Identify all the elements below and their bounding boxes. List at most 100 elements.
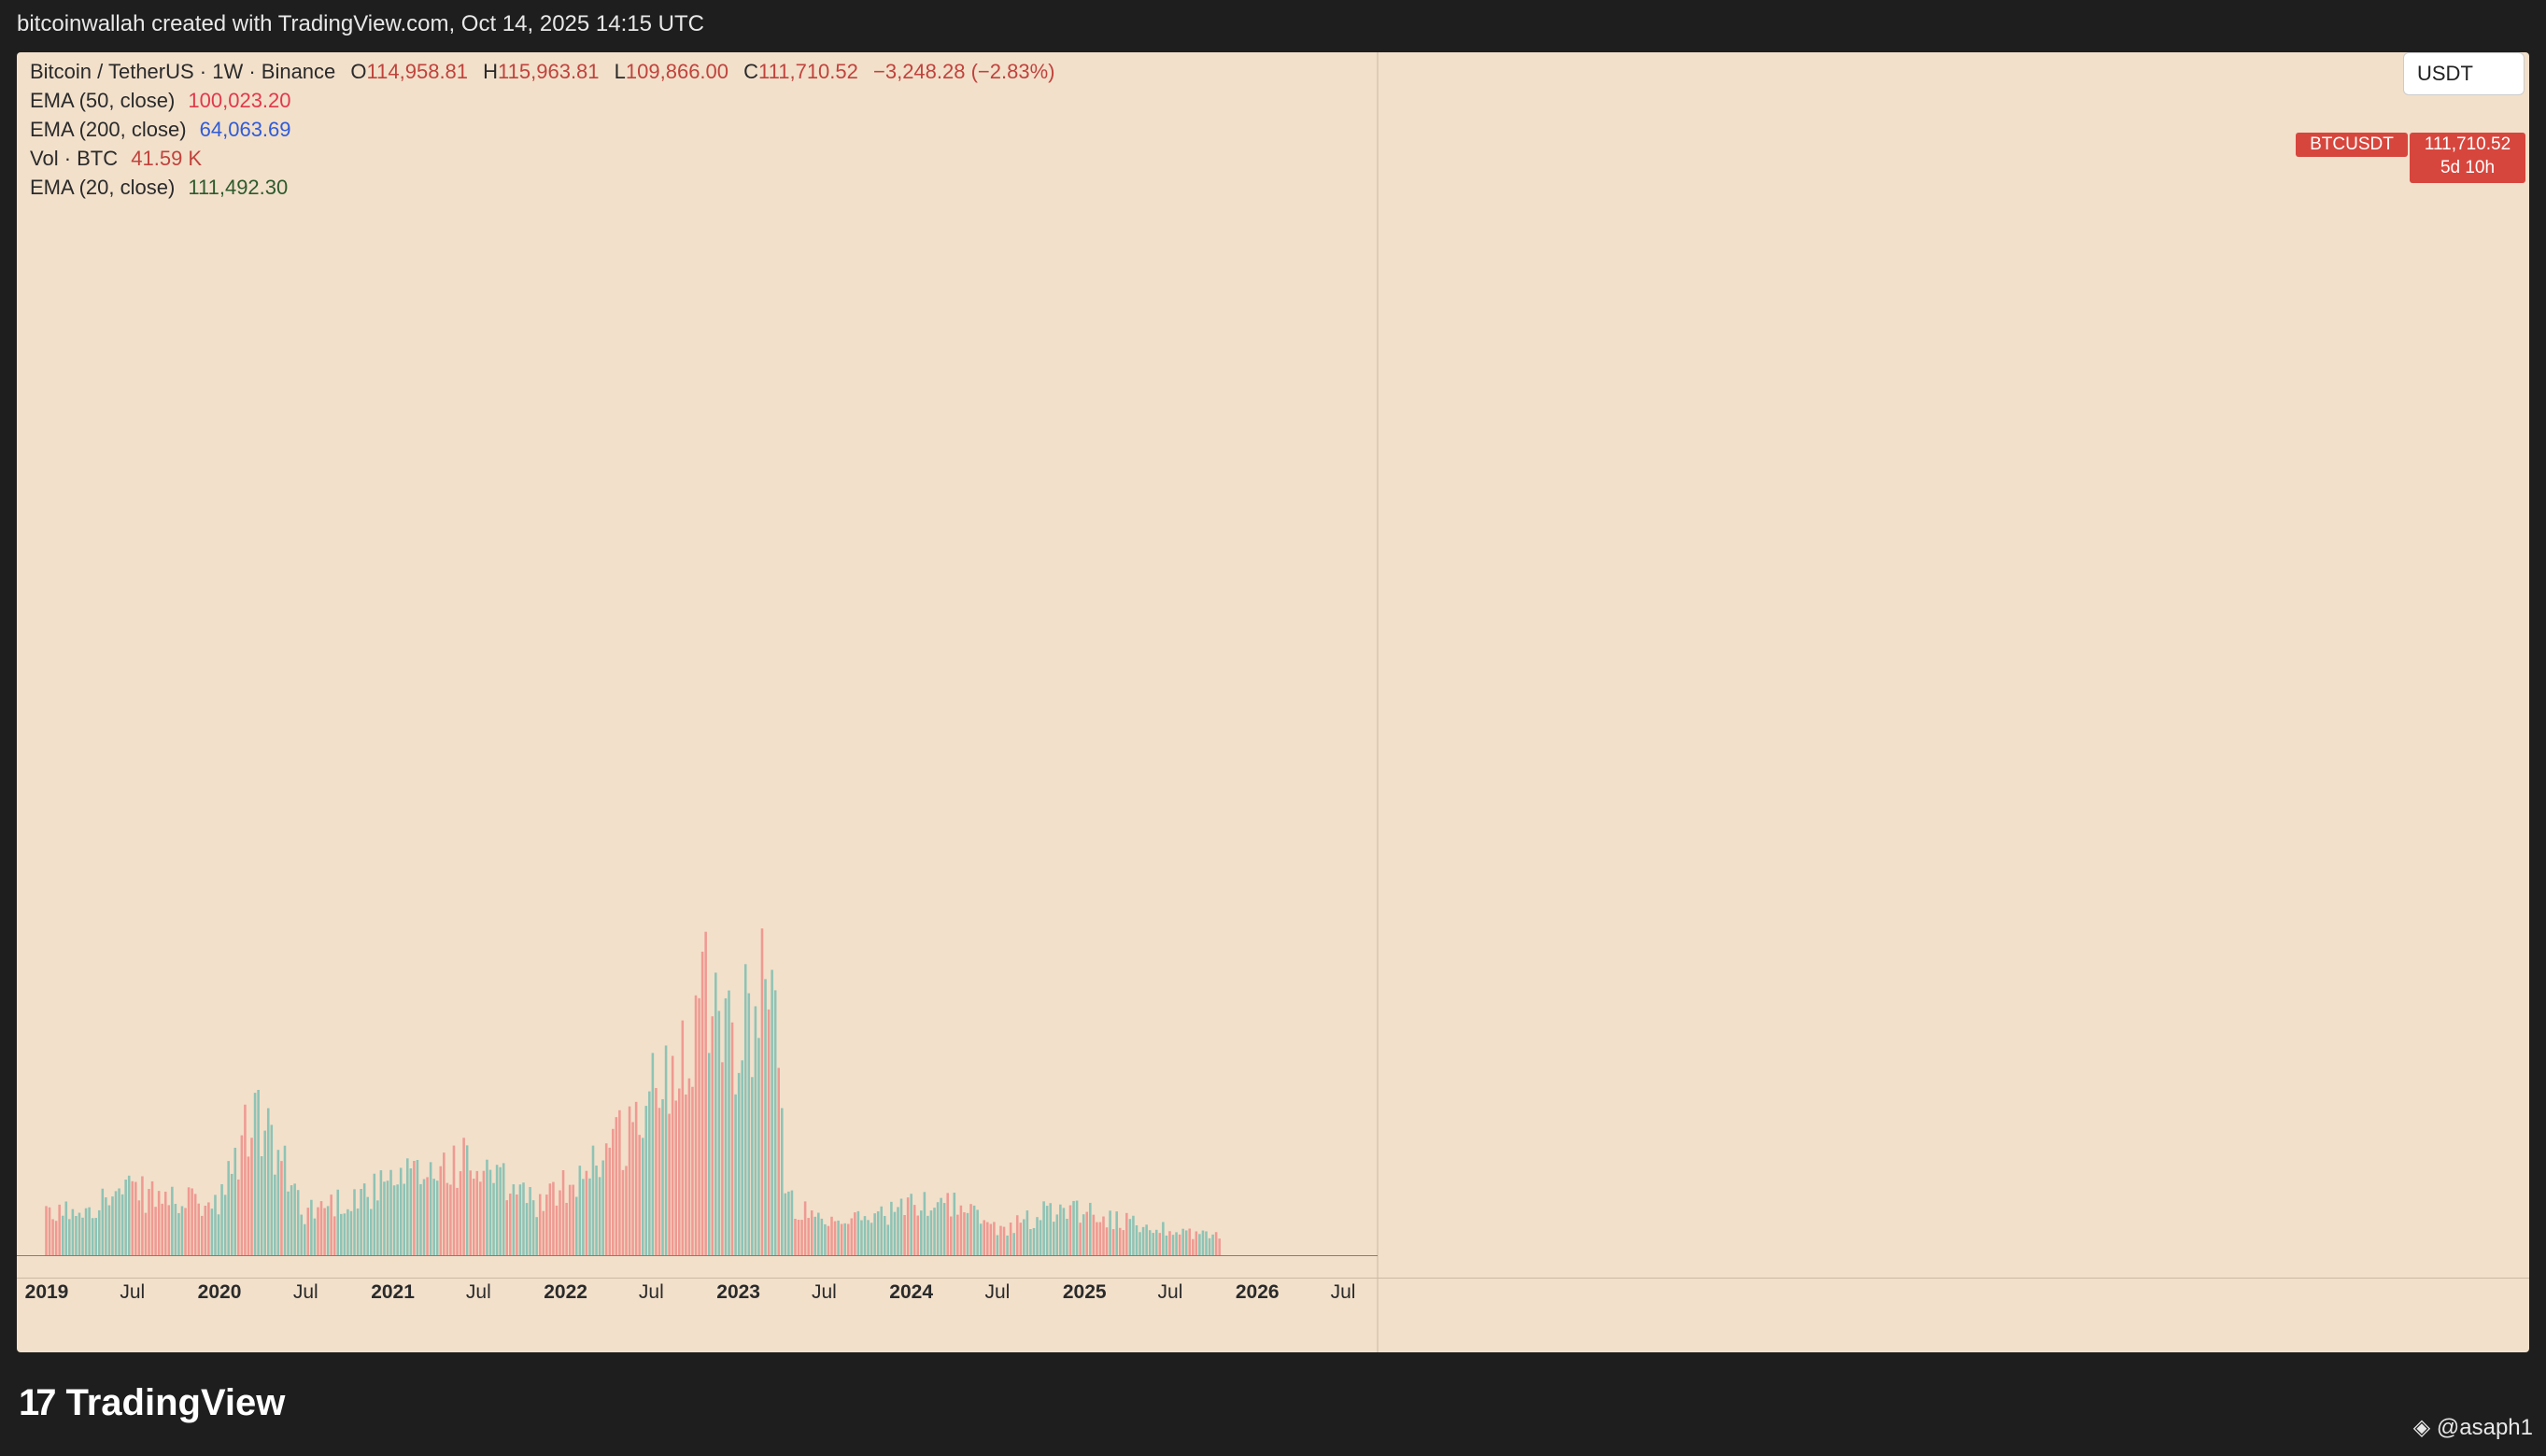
volume-bar (598, 1177, 601, 1255)
volume-bar (230, 1173, 233, 1255)
chart-panel[interactable]: 2.618 (135,422.33)1.618 (101,946.57)1 (6… (17, 52, 2529, 1352)
volume-bar (886, 1224, 890, 1255)
volume-bar (1079, 1223, 1082, 1255)
volume-bar (191, 1188, 193, 1255)
volume-bar (486, 1159, 488, 1255)
chart-svg[interactable]: 2.618 (135,422.33)1.618 (101,946.57)1 (6… (17, 52, 2529, 1352)
volume-bar (141, 1176, 144, 1255)
volume-bar (1105, 1227, 1109, 1255)
volume-bar (1009, 1223, 1012, 1255)
ema200-legend: EMA (200, close) 64,063.69 (30, 118, 291, 142)
volume-bar (751, 1077, 754, 1255)
volume-bar (621, 1169, 625, 1255)
volume-bar (1152, 1233, 1154, 1255)
volume-bar (993, 1222, 996, 1255)
volume-bar (959, 1205, 963, 1255)
volume-bar (897, 1207, 899, 1255)
volume-bar (1205, 1231, 1208, 1255)
volume-bar (741, 1060, 743, 1255)
volume-bar (456, 1187, 459, 1255)
volume-bar (572, 1184, 574, 1255)
volume-bar (379, 1170, 383, 1255)
volume-bar (505, 1200, 509, 1255)
ema20-legend: EMA (20, close) 111,492.30 (30, 176, 288, 200)
volume-bar (223, 1194, 227, 1255)
volume-bar (174, 1204, 177, 1255)
tradingview-logo[interactable]: 17 TradingView (19, 1382, 285, 1424)
volume-bar (403, 1183, 406, 1255)
volume-bar (942, 1203, 946, 1255)
volume-bar (459, 1171, 462, 1255)
volume-bar (1082, 1214, 1085, 1255)
volume-bar (810, 1210, 813, 1255)
volume-bar (495, 1165, 499, 1255)
volume-bar (671, 1055, 674, 1255)
ema20-label: EMA (20, close) (30, 176, 176, 199)
volume-bar (754, 1006, 757, 1255)
volume-bar (1168, 1231, 1171, 1255)
volume-bar (1148, 1230, 1152, 1255)
volume-bar (1201, 1230, 1205, 1255)
volume-bar (214, 1194, 217, 1255)
volume-bar (734, 1094, 737, 1255)
volume-bar (1042, 1201, 1045, 1255)
volume-bar (1102, 1216, 1105, 1255)
x-tick-label: Jul (1331, 1281, 1356, 1303)
volume-bar (518, 1184, 522, 1255)
volume-bar (1139, 1232, 1141, 1255)
volume-bar (304, 1223, 306, 1255)
volume-bar (956, 1214, 959, 1255)
volume-bar (101, 1188, 105, 1255)
volume-bar (1025, 1210, 1029, 1255)
volume-bar (389, 1169, 392, 1255)
volume-bar (588, 1178, 591, 1255)
volume-bar (376, 1200, 379, 1255)
x-tick-label: Jul (293, 1281, 318, 1303)
volume-bar (979, 1223, 983, 1255)
volume-bar (1198, 1234, 1201, 1255)
volume-bar (217, 1214, 220, 1255)
volume-bar (685, 1094, 687, 1255)
volume-bar (972, 1205, 976, 1255)
volume-bar (856, 1210, 860, 1255)
volume-bar (559, 1190, 561, 1255)
volume-bar (912, 1205, 916, 1255)
volume-bar (906, 1197, 910, 1255)
volume-bar (1171, 1235, 1175, 1255)
volume-bar (876, 1211, 880, 1255)
volume-bar (661, 1098, 664, 1255)
volume-bar (64, 1201, 68, 1255)
volume-bar (899, 1198, 903, 1255)
ticker-tag: BTCUSDT (2296, 133, 2408, 157)
volume-bar (969, 1204, 972, 1255)
volume-bar (698, 997, 700, 1255)
volume-bar (1055, 1214, 1059, 1255)
volume-bar (250, 1138, 253, 1255)
volume-bar (499, 1166, 502, 1255)
volume-bar (111, 1196, 114, 1255)
volume-bar (704, 931, 707, 1255)
volume-bar (1036, 1217, 1039, 1255)
volume-bar (743, 964, 747, 1255)
volume-bar (1019, 1223, 1023, 1255)
volume-bar (449, 1184, 452, 1255)
volume-bar (310, 1199, 313, 1255)
volume-bar (631, 1122, 634, 1255)
volume-bar (144, 1212, 148, 1255)
currency-button[interactable]: USDT (2403, 52, 2525, 95)
volume-bar (926, 1215, 929, 1255)
volume-bar (512, 1184, 516, 1255)
symbol-name: Bitcoin / TetherUS · 1W · Binance (30, 60, 336, 83)
volume-bar (854, 1212, 856, 1255)
volume-bar (1062, 1208, 1066, 1255)
volume-bar (867, 1220, 870, 1255)
volume-bar (681, 1020, 685, 1255)
volume-bar (522, 1182, 525, 1255)
volume-bar (260, 1156, 263, 1255)
volume-bar (97, 1209, 101, 1255)
volume-bar (323, 1208, 326, 1255)
volume-bar (492, 1182, 495, 1255)
volume-bar (1178, 1234, 1181, 1255)
volume-bar (773, 990, 777, 1255)
volume-bar (787, 1191, 790, 1255)
